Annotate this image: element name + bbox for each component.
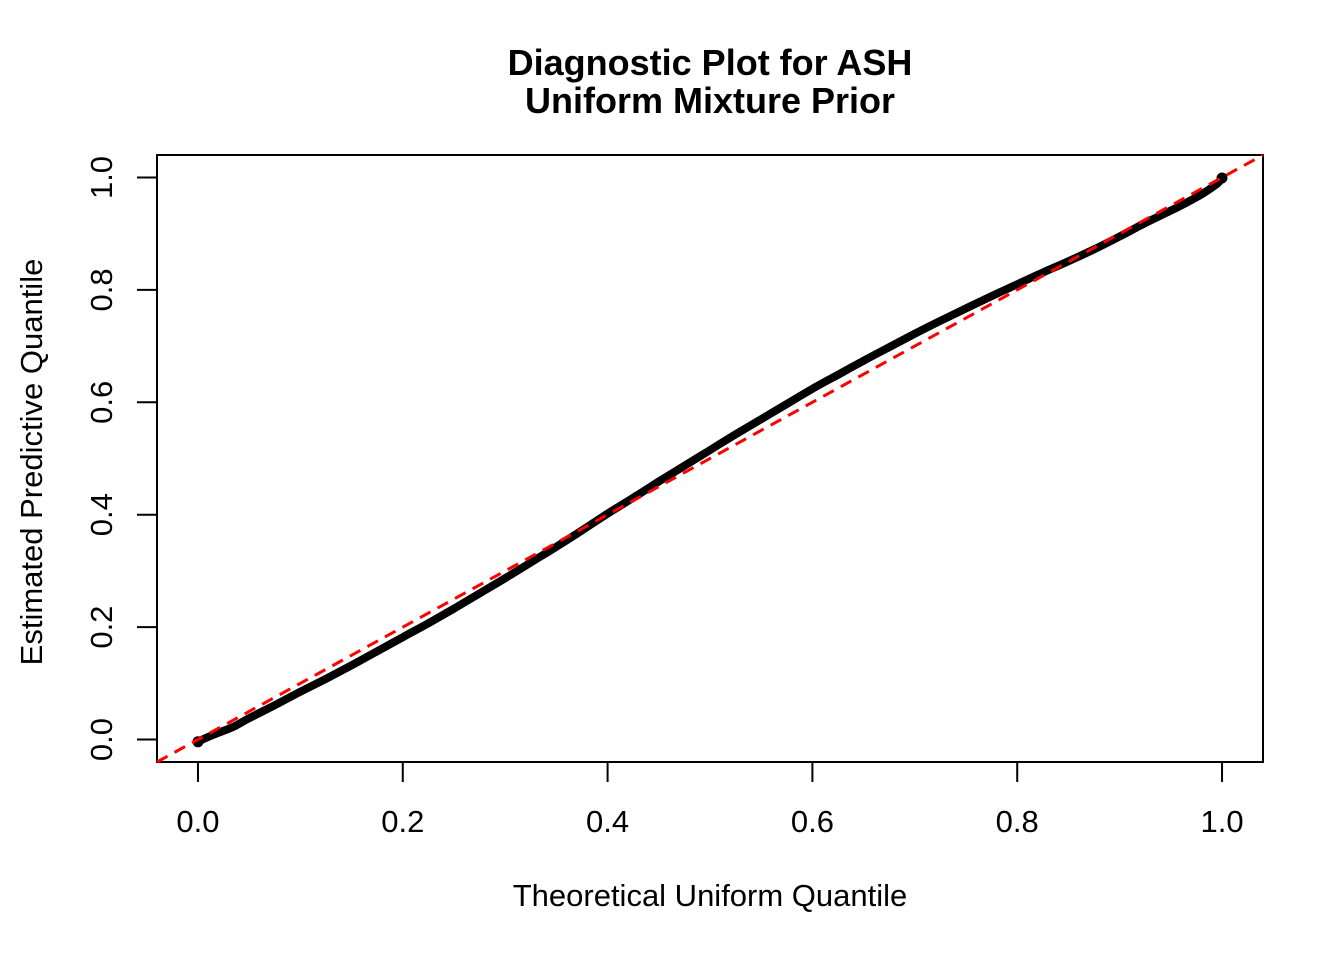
y-axis-label: Estimated Predictive Quantile xyxy=(14,259,49,666)
x-tick-label: 0.2 xyxy=(381,804,424,839)
x-axis-label: Theoretical Uniform Quantile xyxy=(513,878,908,913)
y-tick-label: 0.4 xyxy=(84,493,119,536)
y-axis: 0.0 0.2 0.4 0.6 0.8 1.0 xyxy=(84,156,157,761)
plot-box xyxy=(156,154,1264,763)
y-tick-label: 0.0 xyxy=(84,718,119,761)
y-tick-label: 1.0 xyxy=(84,156,119,199)
series-layer xyxy=(156,153,1264,764)
estimated-vs-theoretical-quantile-curve xyxy=(193,174,1226,746)
plot-title: Diagnostic Plot for ASH Uniform Mixture … xyxy=(508,42,913,121)
reference-identity-line xyxy=(156,153,1264,764)
x-axis: 0.0 0.2 0.4 0.6 0.8 1.0 xyxy=(176,762,1244,839)
x-tick-label: 1.0 xyxy=(1200,804,1243,839)
curve-endpoint-dot xyxy=(1216,172,1228,184)
y-tick-label: 0.6 xyxy=(84,381,119,424)
x-tick-label: 0.0 xyxy=(176,804,219,839)
title-line-1: Diagnostic Plot for ASH xyxy=(508,42,913,83)
y-tick-label: 0.8 xyxy=(84,268,119,311)
y-tick-label: 0.2 xyxy=(84,606,119,649)
x-tick-label: 0.4 xyxy=(586,804,629,839)
x-tick-label: 0.6 xyxy=(791,804,834,839)
x-tick-label: 0.8 xyxy=(996,804,1039,839)
title-line-2: Uniform Mixture Prior xyxy=(525,80,895,121)
